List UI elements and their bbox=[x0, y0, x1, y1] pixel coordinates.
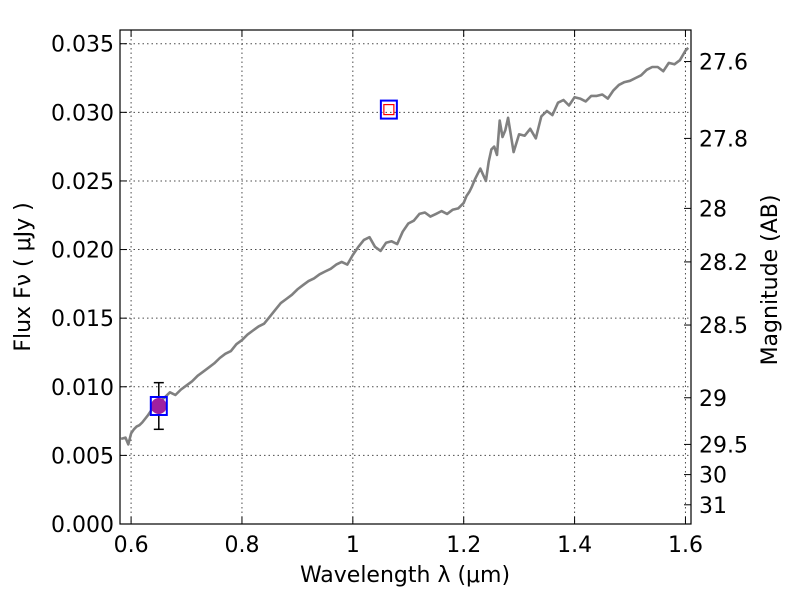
points-layer bbox=[149, 99, 398, 431]
y-axis-right: 27.6 27.8 28 28.2 28.5 29 29.5 30 31 bbox=[684, 51, 748, 519]
x-axis: 0.6 0.8 1 1.2 1.4 1.6 bbox=[114, 30, 703, 558]
y2-tick-label: 29 bbox=[699, 387, 727, 412]
y2-tick-label: 28.2 bbox=[699, 251, 748, 276]
y2-tick-label: 31 bbox=[699, 494, 727, 519]
plot-frame bbox=[119, 29, 692, 525]
y-axis-label: Flux Fν ( μJy ) bbox=[11, 202, 36, 351]
y-tick-label: 0.005 bbox=[51, 444, 114, 469]
x-tick-label: 1.4 bbox=[557, 533, 592, 558]
y2-tick-label: 27.6 bbox=[699, 51, 748, 76]
y2-tick-label: 28 bbox=[699, 197, 727, 222]
y-tick-label: 0.010 bbox=[51, 376, 114, 401]
y-axis-left: 0.000 0.005 0.010 0.015 0.020 0.025 0.030 0.035 bbox=[51, 33, 127, 538]
y-tick-label: 0.020 bbox=[51, 239, 114, 264]
data-point-circle bbox=[150, 397, 167, 414]
y2-tick-label: 29.5 bbox=[699, 433, 748, 458]
y2-axis-label: Magnitude (AB) bbox=[758, 195, 783, 366]
series-layer bbox=[120, 46, 690, 446]
x-axis-label: Wavelength λ (μm) bbox=[300, 563, 510, 588]
x-tick-label: 1.2 bbox=[446, 533, 481, 558]
y2-tick-label: 27.8 bbox=[699, 127, 748, 152]
x-tick-label: 1.6 bbox=[668, 533, 703, 558]
spectrum-line bbox=[120, 46, 690, 446]
y-tick-label: 0.015 bbox=[51, 307, 114, 332]
y-tick-label: 0.025 bbox=[51, 170, 114, 195]
gridlines bbox=[120, 30, 691, 524]
x-tick-label: 0.6 bbox=[114, 533, 149, 558]
model-square-inner-marker bbox=[383, 103, 395, 116]
y-tick-label: 0.035 bbox=[51, 33, 114, 58]
x-tick-label: 0.8 bbox=[224, 533, 259, 558]
y-tick-label: 0.000 bbox=[51, 513, 114, 538]
model-square-marker bbox=[149, 395, 168, 416]
y2-tick-label: 28.5 bbox=[699, 314, 748, 339]
model-square-marker bbox=[379, 99, 398, 120]
y2-tick-label: 30 bbox=[699, 464, 727, 489]
y-tick-label: 0.030 bbox=[51, 101, 114, 126]
x-tick-label: 1 bbox=[346, 533, 360, 558]
